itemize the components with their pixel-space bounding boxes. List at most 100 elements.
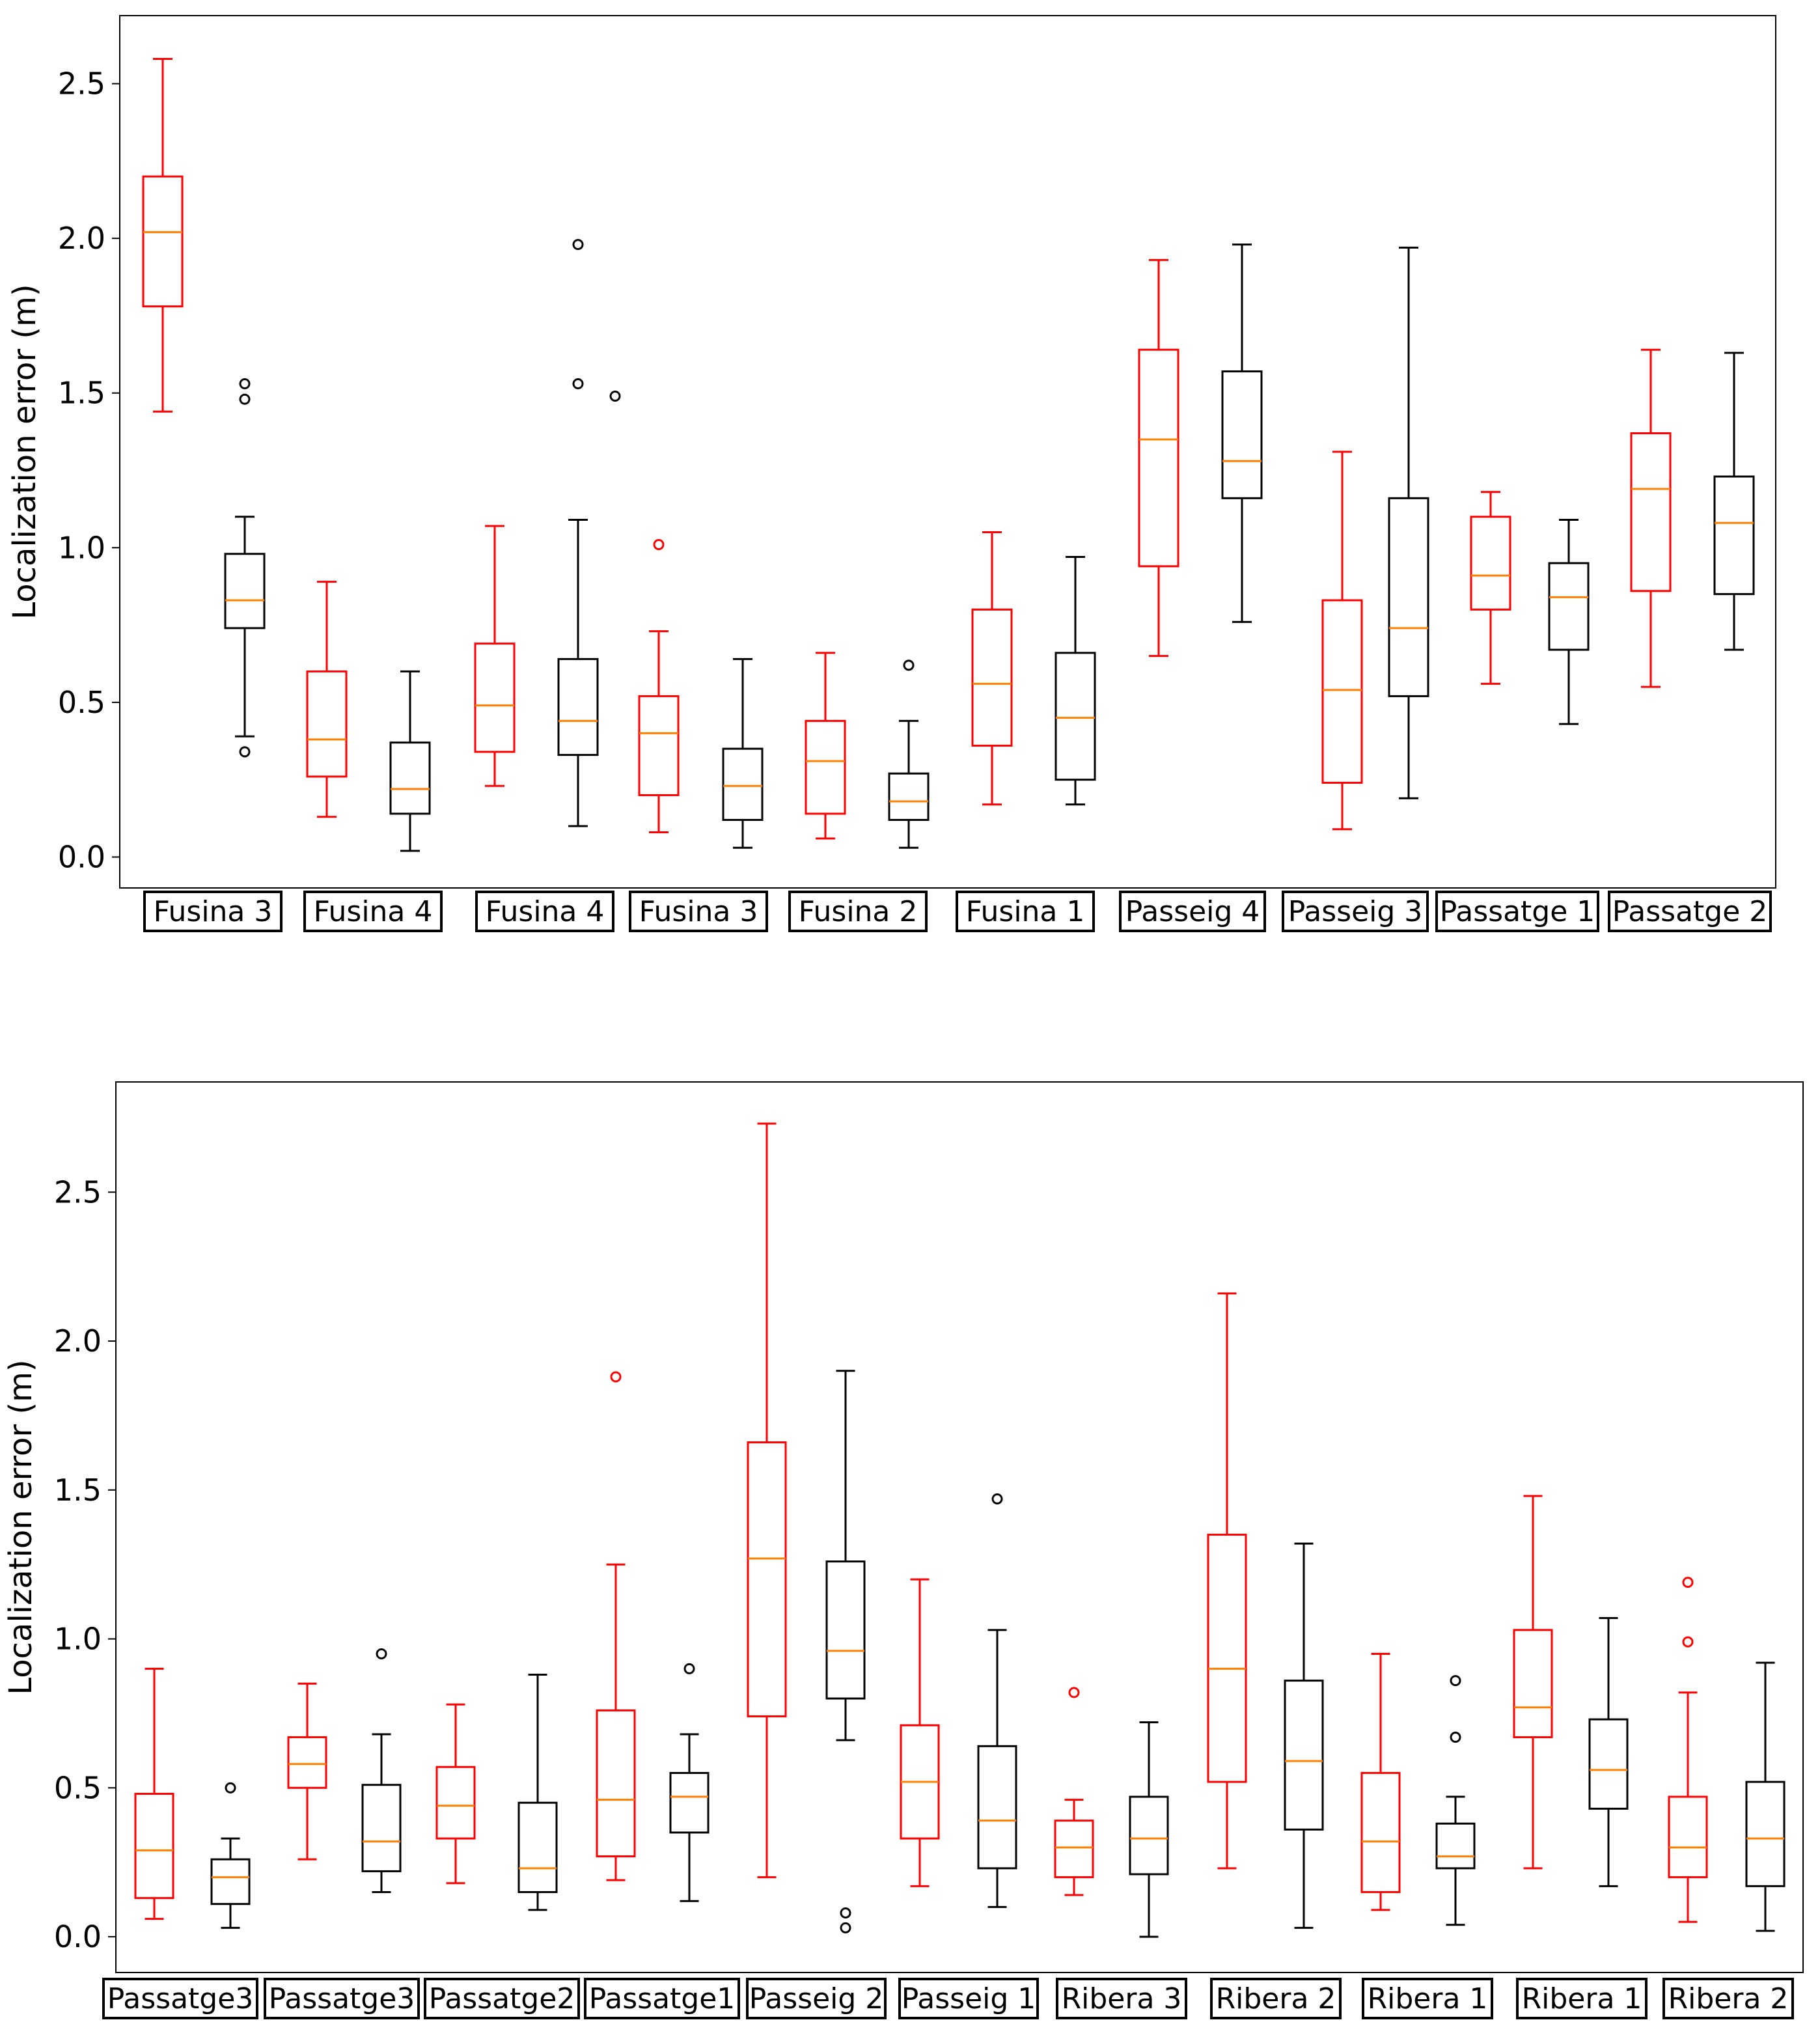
box-21: [1713, 352, 1755, 651]
group-label-text: Fusina 4: [314, 895, 433, 928]
box-7: [609, 390, 621, 402]
box-20: [1588, 1617, 1629, 1887]
iqr-box: [1745, 1780, 1786, 1887]
box-21: [1668, 1577, 1708, 1923]
iqr-box: [1435, 1822, 1476, 1870]
box-13: [1055, 556, 1096, 806]
group-label-text: Ribera 2: [1216, 1982, 1336, 2015]
top-box-plot-panel: 0.0 0.5 1.0 1.5 2.0 2.5 Localization error (m)…: [7, 15, 1776, 932]
group-label-box: [1516, 1978, 1648, 2019]
group-label-box: [1210, 1978, 1342, 2019]
box-8: [638, 539, 680, 833]
iqr-box: [1054, 1820, 1094, 1879]
group-label: Passeig 4: [1119, 891, 1266, 932]
iqr-box: [142, 175, 184, 308]
iqr-box: [435, 1765, 476, 1840]
iqr-box: [805, 719, 846, 815]
group-label-box: [788, 891, 928, 932]
group-label-text: Passatge 2: [1612, 895, 1768, 928]
group-label: Ribera 3: [1056, 1978, 1187, 2019]
outlier-point: [239, 746, 251, 758]
group-label-box: [629, 891, 768, 932]
outlier-point: [239, 378, 251, 389]
box-11: [900, 1578, 940, 1887]
y-axis-label: Localization error (m): [3, 1359, 39, 1695]
iqr-box: [557, 658, 599, 756]
iqr-box: [1513, 1629, 1553, 1739]
outlier-point: [1068, 1687, 1080, 1698]
box-5: [435, 1703, 476, 1885]
group-label-text: Fusina 1: [966, 895, 1085, 928]
iqr-box: [638, 695, 680, 796]
group-label-box: [102, 1978, 258, 2019]
iqr-box: [669, 1771, 710, 1834]
group-label-text: Ribera 1: [1368, 1982, 1488, 2015]
box-10: [825, 1370, 866, 1933]
outlier-point: [1450, 1732, 1461, 1743]
group-label-box: [1435, 891, 1599, 932]
box-16: [1321, 450, 1363, 831]
box-5: [474, 525, 516, 787]
y-tick-label: 2.5: [58, 66, 105, 102]
outlier-point: [572, 239, 584, 251]
iqr-box: [722, 747, 764, 821]
box-20: [1630, 348, 1672, 688]
iqr-box: [747, 1441, 787, 1718]
box-10: [805, 652, 846, 840]
y-tick-label: 2.5: [54, 1174, 102, 1210]
iqr-box: [389, 741, 431, 815]
box-22: [1745, 1661, 1786, 1932]
iqr-box: [1055, 652, 1096, 781]
outlier-point: [376, 1648, 387, 1659]
group-label: Passeig 1: [898, 1978, 1039, 2019]
iqr-box: [1630, 432, 1672, 592]
box-6: [517, 1673, 558, 1911]
iqr-box: [1207, 1533, 1247, 1783]
group-label-box: [1608, 891, 1772, 932]
outlier-point: [653, 539, 665, 551]
iqr-box: [1321, 599, 1363, 784]
group-label-text: Passeig 4: [1125, 895, 1260, 928]
iqr-box: [1713, 475, 1755, 596]
bottom-box-plot-panel: 0.0 0.5 1.0 1.5 2.0 2.5 Localization error (m)…: [3, 1081, 1804, 2019]
box-17: [1388, 246, 1429, 799]
group-label-text: Fusina 2: [799, 895, 918, 928]
iqr-box: [1138, 348, 1179, 568]
iqr-box: [517, 1801, 558, 1893]
y-tick-label: 2.0: [54, 1323, 102, 1359]
group-label-box: [956, 891, 1095, 932]
y-tick-label: 2.0: [58, 221, 105, 256]
iqr-box: [210, 1858, 251, 1905]
group-label-text: Passeig 3: [1288, 895, 1423, 928]
box-3: [306, 581, 348, 818]
outlier-point: [225, 1782, 236, 1793]
box-12: [971, 531, 1013, 806]
box-2: [224, 378, 266, 758]
group-label: Fusina 3: [629, 891, 768, 932]
group-label-box: [424, 1978, 580, 2019]
group-label-box: [746, 1978, 887, 2019]
outlier-point: [683, 1663, 695, 1674]
group-label: Passatge3: [264, 1978, 420, 2019]
iqr-box: [1588, 1718, 1629, 1810]
group-label-box: [143, 891, 283, 932]
group-label: Fusina 1: [956, 891, 1095, 932]
y-tick-label: 0.5: [54, 1770, 102, 1805]
iqr-box: [1221, 370, 1263, 499]
outlier-point: [1450, 1675, 1461, 1687]
box-1: [142, 58, 184, 413]
group-label: Passeig 3: [1282, 891, 1429, 932]
group-label: Passeig 2: [746, 1978, 887, 2019]
box-16: [1284, 1542, 1324, 1929]
iqr-box: [1470, 516, 1511, 611]
group-label-text: Passeig 2: [749, 1982, 884, 2015]
box-13: [1054, 1687, 1094, 1896]
iqr-box: [1388, 497, 1429, 697]
y-tick-label: 0.5: [58, 685, 105, 720]
plot-frame: [119, 15, 1776, 889]
y-tick-label: 1.0: [54, 1622, 102, 1657]
outlier-point: [610, 1371, 622, 1383]
group-label-box: [898, 1978, 1039, 2019]
group-label: Passatge 1: [1435, 891, 1599, 932]
iqr-box: [1284, 1680, 1324, 1831]
